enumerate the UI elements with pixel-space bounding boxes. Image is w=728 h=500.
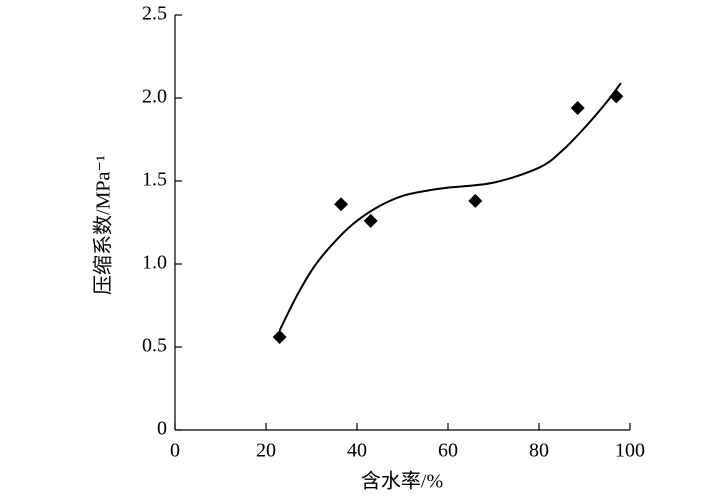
data-point [334,197,349,212]
fit-curve [278,82,622,331]
x-tick-label: 100 [615,440,645,462]
x-tick-label: 40 [347,440,367,462]
x-tick-label: 80 [529,440,549,462]
x-tick-label: 20 [256,440,276,462]
data-point [570,100,585,115]
x-tick-label: 0 [170,440,180,462]
y-tick-label: 1.5 [142,169,167,191]
data-point [363,213,378,228]
y-tick-label: 2.5 [142,3,167,25]
data-point [272,330,287,345]
y-tick-label: 0 [157,418,167,440]
y-tick-label: 0.5 [142,335,167,357]
x-tick-label: 60 [438,440,458,462]
x-axis-label: 含水率/% [361,470,443,493]
y-axis-label: 压缩系数/MPa⁻¹ [92,155,115,295]
y-tick-label: 2.0 [142,86,167,108]
y-tick-label: 1.0 [142,252,167,274]
data-point [468,193,483,208]
